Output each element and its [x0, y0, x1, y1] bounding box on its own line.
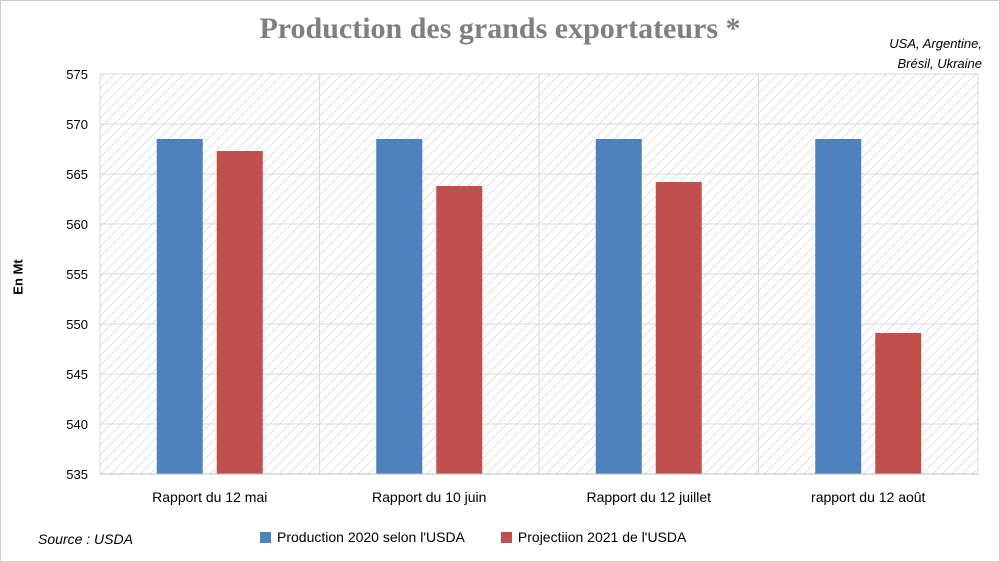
legend-label: Projectiion 2021 de l'USDA: [517, 529, 687, 545]
y-tick-label: 540: [66, 417, 88, 432]
y-tick-label: 560: [66, 217, 88, 232]
bar: [595, 139, 642, 474]
y-tick-label: 555: [66, 267, 88, 282]
y-tick-label: 535: [66, 467, 88, 482]
bar: [655, 182, 702, 474]
bar: [875, 333, 922, 474]
bar: [156, 139, 203, 474]
x-tick-label: Rapport du 10 juin: [372, 489, 486, 505]
bar: [376, 139, 423, 474]
bar: [815, 139, 862, 474]
bar: [216, 151, 263, 474]
y-tick-label: 545: [66, 367, 88, 382]
x-tick-label: Rapport du 12 juillet: [586, 489, 711, 505]
legend-swatch: [500, 531, 512, 543]
x-tick-label: Rapport du 12 mai: [152, 489, 267, 505]
chart-note: USA, Argentine, Brésil, Ukraine: [842, 34, 982, 74]
legend-item: Production 2020 selon l'USDA: [260, 529, 465, 545]
legend: Production 2020 selon l'USDA Projectiion…: [260, 529, 686, 545]
legend-item: Projectiion 2021 de l'USDA: [500, 529, 687, 545]
y-tick-label: 565: [66, 167, 88, 182]
note-line: Brésil, Ukraine: [897, 56, 982, 71]
x-tick-label: rapport du 12 août: [811, 489, 926, 505]
bar: [436, 186, 483, 474]
legend-label: Production 2020 selon l'USDA: [277, 529, 465, 545]
legend-swatch: [260, 531, 271, 543]
y-tick-label: 575: [66, 67, 88, 82]
note-line: USA, Argentine,: [889, 36, 982, 51]
y-tick-label: 550: [66, 317, 88, 332]
y-tick-label: 570: [66, 117, 88, 132]
chart-title: Production des grands exportateurs *: [259, 12, 741, 45]
source-note: Source : USDA: [38, 531, 133, 547]
